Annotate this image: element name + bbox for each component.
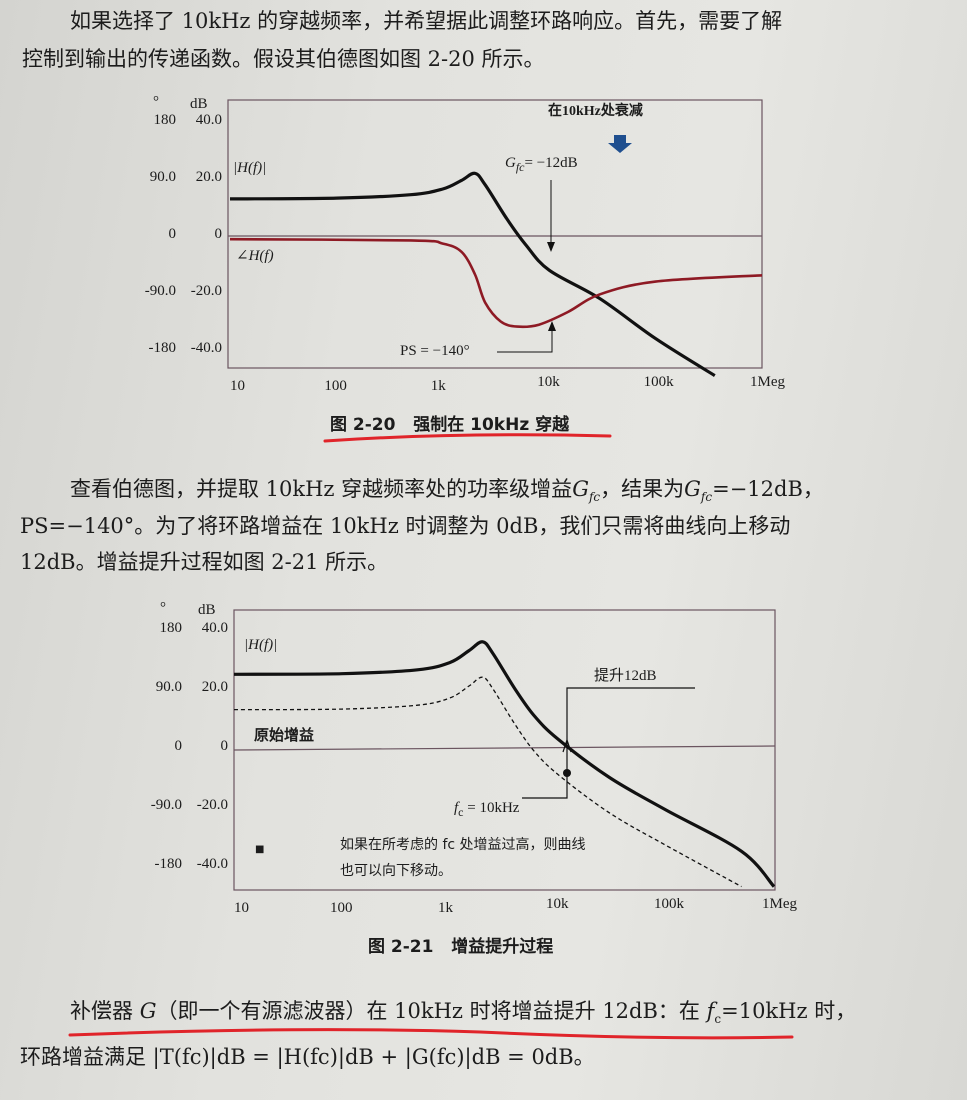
ps-annotation: PS = −140° (400, 343, 470, 359)
text-segment: （即一个有源滤波器）在 10kHz 时将增益提升 12dB：在 (156, 999, 707, 1023)
y-tick-db: -40.0 (190, 340, 222, 356)
x-tick-label: 1Meg (762, 896, 797, 912)
fc-subscript: c (458, 805, 464, 819)
note-bullet: ■ (255, 844, 265, 855)
x-tick-label: 10k (546, 896, 569, 912)
y-tick-db: -20.0 (196, 797, 228, 813)
figure-2-20-caption: 图 2-20 强制在 10kHz 穿越 (330, 410, 569, 435)
gfc-subscript: fc (515, 160, 525, 174)
y-tick-db: 40.0 (195, 112, 222, 128)
x-tick-label: 100k (654, 896, 684, 912)
text-segment: =−12dB， (712, 477, 824, 501)
text-segment: ，结果为 (600, 477, 685, 501)
gfc-value: = −12dB (524, 155, 578, 171)
text-segment: 查看伯德图，并提取 10kHz 穿越频率处的功率级增益 (70, 477, 573, 501)
arrow-head-icon (548, 321, 556, 331)
gfc-symbol: G (684, 477, 701, 501)
note-line-2: 也可以向下移动。 (340, 863, 452, 879)
x-tick-label: 1k (430, 378, 446, 394)
paragraph-2-line-2: PS=−140°。为了将环路增益在 10kHz 时调整为 0dB，我们只需将曲线… (20, 514, 791, 538)
magnitude-curve-solid (233, 640, 776, 888)
db-unit-label: dB (198, 602, 216, 618)
caption-number: 图 2-21 (368, 937, 434, 957)
y-tick-deg: 180 (159, 620, 183, 636)
attenuate-annotation: 在10kHz处衰减 (548, 104, 643, 119)
plot-frame (227, 99, 763, 369)
boost-pointer-line (522, 687, 695, 799)
gfc-symbol: G (505, 155, 516, 171)
db-unit-label: dB (190, 96, 208, 112)
caption-text: 强制在 10kHz 穿越 (413, 415, 570, 435)
y-tick-db: -40.0 (196, 856, 228, 872)
y-tick-db: 0 (214, 226, 223, 242)
fc-subscript: c (714, 1012, 722, 1027)
x-tick-label: 10 (234, 900, 249, 916)
x-tick-label: 10 (230, 378, 245, 394)
boost-annotation: 提升12dB (594, 668, 657, 684)
fc-annotation: fc = 10kHz (454, 800, 519, 820)
fc-symbol: f (454, 800, 459, 816)
y-tick-db: 20.0 (195, 169, 222, 185)
x-tick-label: 1k (438, 900, 453, 916)
y-tick-deg: 90.0 (149, 169, 176, 185)
note-line-1: 如果在所考虑的 fc 处增益过高，则曲线 (340, 837, 586, 853)
fc-marker-dot (563, 769, 571, 777)
gfc-symbol: G (572, 477, 589, 501)
magnitude-label: |H(f)| (233, 160, 267, 176)
paragraph-3-line-1: 补偿器 G（即一个有源滤波器）在 10kHz 时将增益提升 12dB：在 fc=… (70, 998, 856, 1032)
underline-figure-2-20-caption (323, 433, 612, 443)
y-tick-deg: -90.0 (150, 797, 182, 813)
x-tick-label: 100k (643, 374, 674, 390)
paragraph-2-line-3: 12dB。增益提升过程如图 2-21 所示。 (20, 550, 389, 574)
phase-curve-solid (229, 237, 763, 329)
g-symbol: G (139, 999, 157, 1023)
down-arrow-icon (608, 135, 632, 153)
y-tick-deg: -180 (148, 340, 177, 356)
magnitude-label: |H(f)| (244, 637, 278, 653)
x-tick-label: 1Meg (750, 374, 785, 390)
y-tick-deg: -180 (154, 856, 183, 872)
underline-paragraph-3 (68, 1028, 794, 1040)
arrow-head-icon (547, 242, 555, 252)
y-tick-db: 20.0 (201, 679, 228, 695)
x-tick-label: 100 (324, 378, 347, 394)
y-tick-deg: 0 (174, 738, 183, 754)
y-tick-deg: 90.0 (155, 679, 182, 695)
x-tick-label: 100 (330, 900, 353, 916)
gfc-annotation: Gfc= −12dB (505, 155, 578, 175)
y-tick-db: 40.0 (201, 620, 228, 636)
y-tick-db: -20.0 (190, 283, 222, 299)
deg-unit-label: ° (160, 600, 166, 616)
text-segment: =10kHz 时， (721, 999, 857, 1023)
y-tick-deg: 0 (168, 226, 177, 242)
zero-db-gridline (233, 745, 776, 751)
y-tick-db: 0 (220, 738, 229, 754)
text-segment: 补偿器 (70, 999, 140, 1023)
gfc-subscript: fc (588, 490, 601, 505)
fc-symbol: f (706, 999, 715, 1023)
y-tick-deg: -90.0 (144, 283, 176, 299)
x-tick-label: 10k (537, 374, 560, 390)
paragraph-2-line-1: 查看伯德图，并提取 10kHz 穿越频率处的功率级增益Gfc，结果为Gfc=−1… (70, 476, 824, 510)
fc-value: = 10kHz (463, 800, 520, 816)
paragraph-1-line-1: 如果选择了 10kHz 的穿越频率，并希望据此调整环路响应。首先，需要了解 (70, 9, 783, 33)
original-gain-label: 原始增益 (254, 728, 315, 744)
phase-label: ∠H(f) (236, 248, 274, 264)
y-tick-deg: 180 (153, 112, 177, 128)
figure-2-21-caption: 图 2-21 增益提升过程 (368, 932, 553, 957)
paragraph-3-equation-line: 环路增益满足 |T(fc)|dB = |H(fc)|dB + |G(fc)|dB… (20, 1045, 595, 1069)
magnitude-curve-dashed (233, 676, 742, 888)
caption-number: 图 2-20 (330, 415, 396, 435)
caption-text: 增益提升过程 (451, 937, 554, 957)
up-arrow-icon (562, 738, 572, 753)
ps-pointer-line (497, 326, 553, 353)
paragraph-1-line-2: 控制到输出的传递函数。假设其伯德图如图 2-20 所示。 (22, 47, 545, 71)
gfc-subscript: fc (700, 490, 713, 505)
magnitude-curve-solid (229, 171, 716, 377)
deg-unit-label: ° (153, 94, 159, 110)
